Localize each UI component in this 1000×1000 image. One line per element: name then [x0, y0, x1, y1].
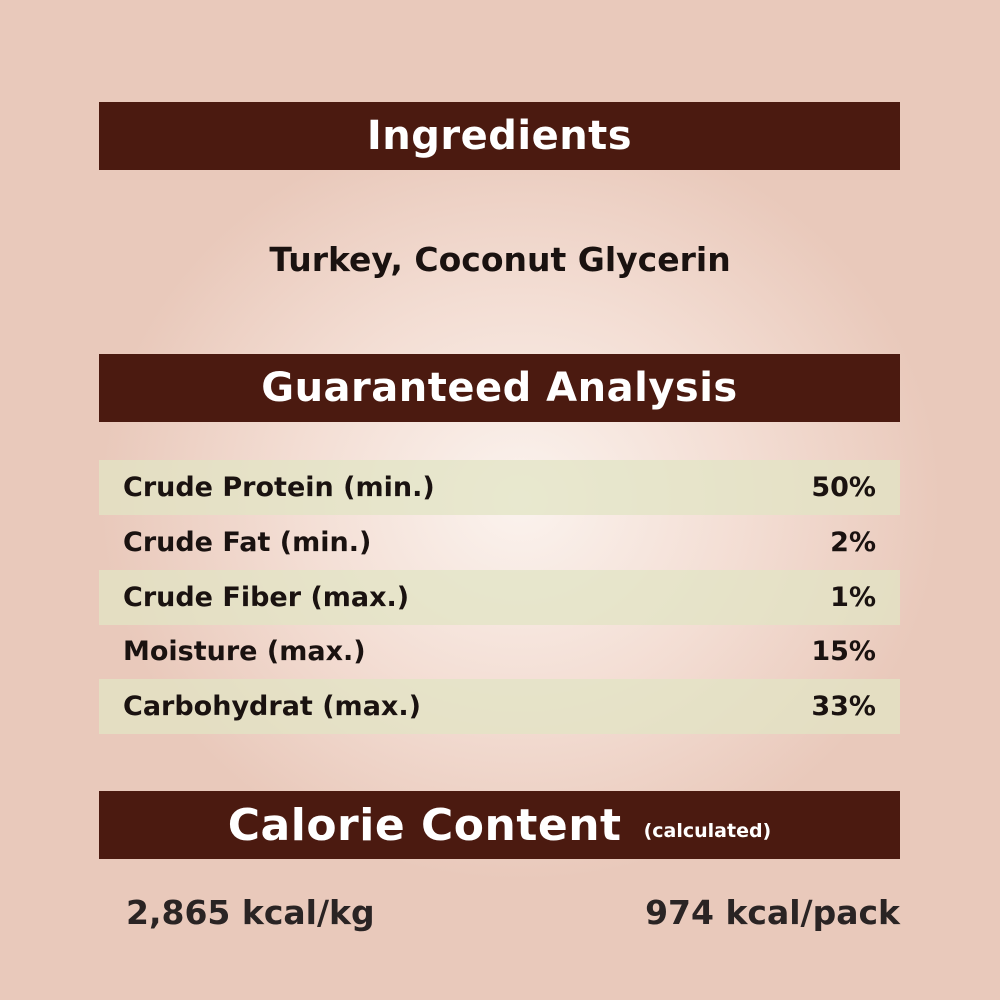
analysis-label: Crude Protein (min.) [123, 472, 435, 503]
analysis-title: Guaranteed Analysis [261, 365, 738, 411]
calorie-per-pack: 974 kcal/pack [645, 893, 900, 932]
analysis-row: Carbohydrat (max.) 33% [99, 679, 900, 734]
ingredients-title: Ingredients [366, 113, 633, 159]
analysis-header: Guaranteed Analysis [99, 354, 900, 422]
analysis-value: 50% [811, 472, 876, 503]
calorie-header: Calorie Content (calculated) [99, 791, 900, 859]
analysis-label: Crude Fiber (max.) [123, 582, 410, 613]
analysis-row: Crude Fat (min.) 2% [99, 515, 900, 570]
ingredients-header: Ingredients [99, 102, 900, 170]
analysis-value: 1% [830, 582, 876, 613]
analysis-value: 2% [830, 527, 876, 558]
analysis-value: 33% [811, 691, 876, 722]
analysis-row: Crude Fiber (max.) 1% [99, 570, 900, 625]
analysis-row: Crude Protein (min.) 50% [99, 460, 900, 515]
analysis-label: Moisture (max.) [123, 636, 366, 667]
analysis-value: 15% [811, 636, 876, 667]
analysis-label: Carbohydrat (max.) [123, 691, 421, 722]
ingredients-text: Turkey, Coconut Glycerin [269, 240, 731, 279]
calorie-title: Calorie Content [227, 799, 622, 851]
calorie-subtitle: (calculated) [643, 820, 772, 842]
calorie-per-kg: 2,865 kcal/kg [126, 893, 375, 932]
analysis-label: Crude Fat (min.) [123, 527, 372, 558]
analysis-row: Moisture (max.) 15% [99, 624, 900, 679]
